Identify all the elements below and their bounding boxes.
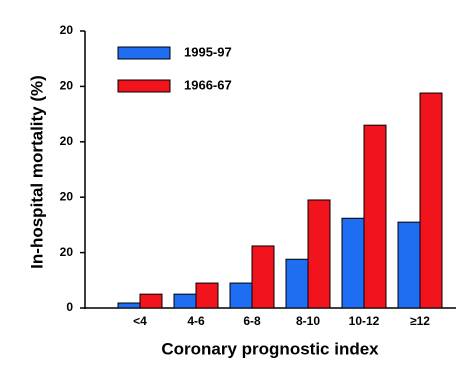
bar [397,221,421,309]
x-axis-label: Coronary prognostic index [161,339,379,358]
legend-swatch [117,79,171,93]
x-tick-label: 10-12 [349,314,380,328]
y-tick-label: 20 [60,23,74,37]
y-tick-label: 20 [60,189,74,203]
x-tick-label: 8-10 [296,314,320,328]
bar [117,302,141,309]
legend-label: 1995-97 [184,44,232,59]
y-tick-label: 20 [60,134,74,148]
x-tick-label: ≥12 [410,314,430,328]
y-tick-label: 0 [66,300,73,314]
bar [195,282,219,309]
x-tick-label: 6-8 [243,314,261,328]
bar [251,245,275,309]
bar [285,258,309,309]
bar [363,124,387,309]
y-tick-label: 20 [60,79,74,93]
bar [173,293,197,309]
y-axis-label: In-hospital mortality (%) [27,75,46,269]
bar [419,92,443,309]
legend-swatch [117,46,171,60]
bar [341,217,365,309]
x-tick-label: 4-6 [187,314,205,328]
legend-label: 1966-67 [184,77,232,92]
x-tick-label: <4 [133,314,147,328]
bar [139,293,163,309]
y-tick-label: 20 [60,245,74,259]
bar [307,199,331,309]
bar [229,282,253,309]
